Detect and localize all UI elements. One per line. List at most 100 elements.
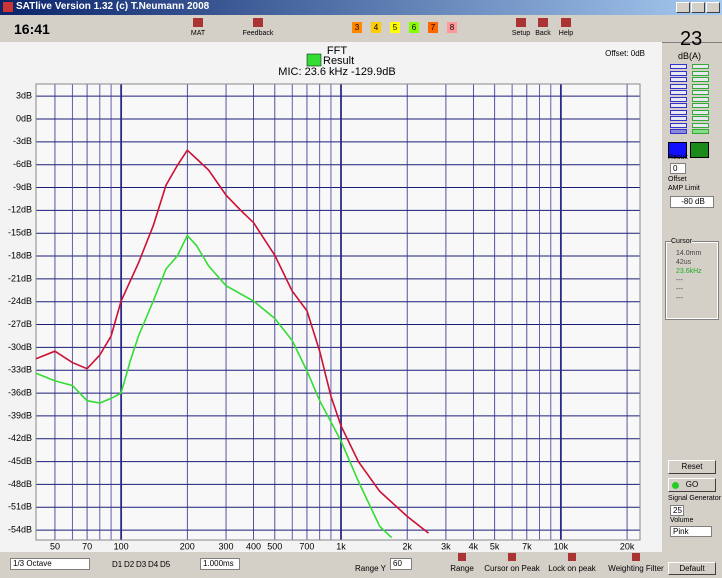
toolbar-icon[interactable] xyxy=(253,18,263,27)
view-button[interactable]: D4 xyxy=(148,560,159,569)
range-y-input[interactable]: 60 xyxy=(390,558,412,570)
toolbar-icon[interactable] xyxy=(508,553,516,561)
go-button[interactable]: GO xyxy=(668,478,716,492)
offset-label: Offset xyxy=(668,176,687,183)
meter-segment xyxy=(692,70,709,76)
go-indicator xyxy=(672,482,679,489)
amp-limit-label: AMP Limit xyxy=(668,185,700,192)
y-tick-label: -33dB xyxy=(8,365,32,375)
toolbar-icon[interactable] xyxy=(568,553,576,561)
bottom-button[interactable]: Range xyxy=(450,564,474,573)
y-tick-label: -6dB xyxy=(13,159,32,169)
toolbar-icon[interactable] xyxy=(458,553,466,561)
meter-segment xyxy=(670,103,687,108)
minimize-button[interactable] xyxy=(676,2,690,13)
view-button[interactable]: D5 xyxy=(160,560,171,569)
x-tick-label: 1k xyxy=(336,541,346,551)
toolbar-button-label[interactable]: Back xyxy=(535,30,551,37)
y-tick-label: 3dB xyxy=(16,91,32,101)
x-tick-label: 5k xyxy=(490,541,500,551)
default-button[interactable]: Default xyxy=(668,562,716,575)
channel-button[interactable]: 3 xyxy=(352,22,362,33)
toolbar-icon[interactable] xyxy=(193,18,203,27)
y-tick-label: -18dB xyxy=(8,250,32,260)
x-tick-label: 300 xyxy=(219,541,234,551)
view-button[interactable]: D2 xyxy=(124,560,135,569)
x-tick-label: 50 xyxy=(50,541,60,551)
toolbar-button-label[interactable]: Feedback xyxy=(242,30,274,37)
toolbar-icon[interactable] xyxy=(632,553,640,561)
color-swatch[interactable] xyxy=(690,142,709,158)
meter-segment xyxy=(670,129,687,134)
cursor-line: --- xyxy=(676,277,683,284)
meter-segment xyxy=(692,83,709,89)
amp-limit-input[interactable]: -80 dB xyxy=(670,196,714,208)
channel-button[interactable]: 5 xyxy=(390,22,400,33)
close-button[interactable] xyxy=(706,2,720,13)
meter-segment xyxy=(692,129,709,134)
view-button[interactable]: D3 xyxy=(136,560,147,569)
legend-swatch xyxy=(306,53,322,67)
x-tick-label: 20k xyxy=(620,541,635,551)
offset-annotation: Offset: 0dB xyxy=(605,49,645,58)
meter-segment xyxy=(692,122,709,128)
volume-label: Volume xyxy=(670,517,694,524)
meter-segment xyxy=(692,116,709,121)
y-tick-label: -39dB xyxy=(8,410,32,420)
y-tick-label: -30dB xyxy=(8,342,32,352)
band-select[interactable]: 1/3 Octave xyxy=(10,558,90,570)
meter-segment xyxy=(670,77,687,82)
toolbar-button-label[interactable]: Setup xyxy=(511,30,531,37)
cursor-line: 42us xyxy=(676,259,692,266)
toolbar-icon[interactable] xyxy=(538,18,548,27)
delay-input[interactable]: 1.000ms xyxy=(200,558,240,570)
channel-button[interactable]: 8 xyxy=(447,22,457,33)
x-tick-label: 70 xyxy=(82,541,92,551)
bottom-button[interactable]: Lock on peak xyxy=(548,564,596,573)
y-tick-label: -36dB xyxy=(8,387,32,397)
y-tick-label: -21dB xyxy=(8,273,32,283)
x-tick-label: 2k xyxy=(402,541,412,551)
channel-button[interactable]: 7 xyxy=(428,22,438,33)
meter-segment xyxy=(670,64,687,69)
level-value: 23 xyxy=(680,28,703,50)
color-swatch[interactable] xyxy=(668,142,687,158)
title-bar: SATlive Version 1.32 (c) T.Neumann 2008 xyxy=(0,0,722,15)
y-tick-label: -24dB xyxy=(8,296,32,306)
toolbar-icon[interactable] xyxy=(516,18,526,27)
reset-button[interactable]: Reset xyxy=(668,460,716,474)
generator-level-input[interactable]: 25 xyxy=(670,505,684,516)
result-input[interactable]: 0 xyxy=(670,163,686,174)
toolbar-button-label[interactable]: MAT xyxy=(190,30,206,37)
bottom-button[interactable]: Weighting Filter xyxy=(608,564,664,573)
y-tick-label: -12dB xyxy=(8,205,32,215)
chart-subtitle: MIC: 23.6 kHz -129.9dB xyxy=(278,66,395,78)
x-tick-label: 100 xyxy=(114,541,129,551)
data-line xyxy=(35,148,429,534)
clock: 16:41 xyxy=(14,21,50,37)
x-tick-label: 7k xyxy=(522,541,532,551)
range-y-label: Range Y xyxy=(355,564,386,573)
meter-segment xyxy=(692,90,709,95)
bottom-button[interactable]: Cursor on Peak xyxy=(484,564,540,573)
view-button[interactable]: D1 xyxy=(112,560,123,569)
maximize-button[interactable] xyxy=(691,2,705,13)
y-tick-label: -51dB xyxy=(8,502,32,512)
toolbar: 16:41 MAT Feedback Setup Back Help 3 4 5 6 7 8 xyxy=(0,15,722,43)
toolbar-button-label[interactable]: Help xyxy=(558,30,574,37)
channel-button[interactable]: 6 xyxy=(409,22,419,33)
volume-select[interactable]: Pink xyxy=(670,526,712,537)
bottom-toolbar: 1/3 Octave 1.000ms Range Y 60 D1 D2 D3 D4 D5… xyxy=(0,552,664,578)
legend-label: Result xyxy=(323,55,354,67)
level-unit: dB(A) xyxy=(678,51,702,61)
meter-segment xyxy=(670,109,687,115)
y-tick-label: -9dB xyxy=(13,182,32,192)
toolbar-icon[interactable] xyxy=(561,18,571,27)
y-tick-label: -48dB xyxy=(8,479,32,489)
channel-button[interactable]: 4 xyxy=(371,22,381,33)
y-tick-label: 0dB xyxy=(16,113,32,123)
y-tick-label: -42dB xyxy=(8,433,32,443)
x-tick-label: 4k xyxy=(469,541,479,551)
plot-border xyxy=(35,83,641,541)
meter-segment xyxy=(692,77,709,82)
